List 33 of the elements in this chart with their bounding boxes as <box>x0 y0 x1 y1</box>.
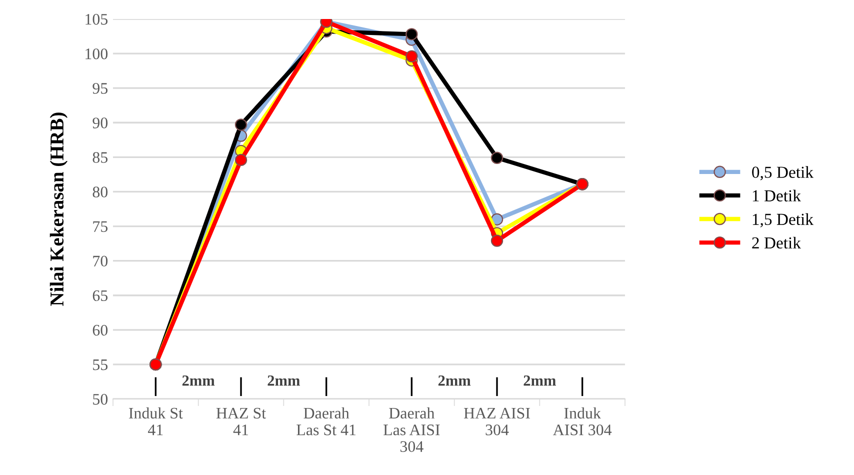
y-tick-label: 95 <box>92 83 108 94</box>
x-tick-label: Induk St 41 <box>128 407 183 436</box>
legend-label: 1,5 Detik <box>752 213 814 228</box>
legend-label: 1 Detik <box>752 190 801 202</box>
point <box>406 50 418 62</box>
annotation: 2mm <box>524 375 556 386</box>
annotation: 2mm <box>182 375 215 386</box>
point <box>234 154 248 166</box>
y-tick-label: 75 <box>93 221 108 232</box>
y-tick-label: 55 <box>93 360 108 370</box>
y-tick-label: 105 <box>86 14 108 25</box>
y-tick-label: 90 <box>92 118 108 128</box>
x-tick-label: Daerah Las St 41 <box>296 407 356 436</box>
point <box>406 28 418 40</box>
point <box>490 234 504 247</box>
annotation: 2mm <box>438 375 471 386</box>
point <box>234 118 248 131</box>
y-tick-label: 100 <box>86 48 108 60</box>
x-tick-label: HAZ St 41 <box>216 408 266 436</box>
y-axis-title: Nilai Kekerasan (HRB) <box>50 112 68 306</box>
y-tick-label: 70 <box>93 256 108 267</box>
y-tick-label: 85 <box>92 152 108 163</box>
legend-label: 2 Detik <box>752 236 801 249</box>
y-tick-label: 50 <box>93 394 108 405</box>
x-tick-label: HAZ AISI 304 <box>464 408 530 436</box>
legend-label: 0,5 Detik <box>752 166 814 180</box>
x-tick-label: Daerah Las AISI 304 <box>384 407 440 452</box>
y-tick-label: 65 <box>92 290 108 302</box>
x-tick-label: Induk AISI 304 <box>552 407 612 436</box>
annotation: 2mm <box>268 375 300 386</box>
y-tick-label: 60 <box>92 324 108 336</box>
point <box>490 152 504 164</box>
y-tick-label: 80 <box>92 186 108 198</box>
